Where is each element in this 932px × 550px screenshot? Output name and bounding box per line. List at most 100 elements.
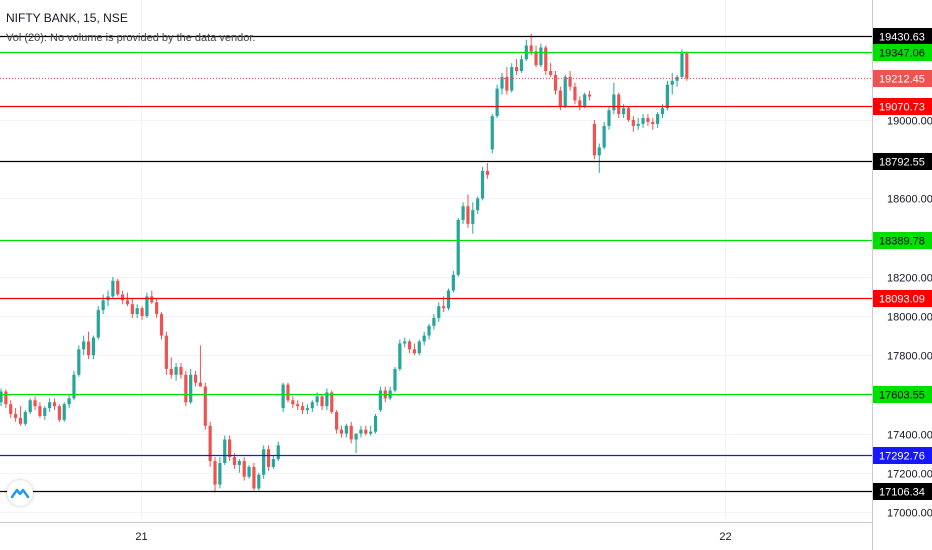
candle-body — [607, 110, 611, 126]
candle-body — [38, 406, 42, 416]
candle — [446, 288, 451, 311]
candle — [86, 331, 91, 360]
price-tick-label: 18000.00 — [887, 312, 932, 324]
candle-body — [262, 449, 266, 475]
candle — [38, 402, 42, 418]
candle-body — [67, 398, 71, 405]
candle — [456, 218, 460, 277]
candle — [393, 366, 397, 393]
price-level-badge — [873, 28, 932, 45]
candle-body — [164, 335, 168, 369]
candle-body — [125, 300, 130, 305]
price-level-label: 19430.63 — [879, 32, 925, 44]
candle-body — [305, 408, 310, 411]
candle-body — [500, 76, 504, 89]
candle-body — [0, 391, 3, 403]
candle — [665, 80, 669, 111]
candle — [213, 457, 217, 493]
price-level-labels: 19430.63 19347.06 19212.45 19070.73 18792.55… — [873, 28, 932, 500]
candle-body — [155, 302, 159, 315]
candle — [101, 294, 105, 315]
candle-body — [266, 449, 271, 467]
candle — [276, 441, 280, 462]
candle — [407, 339, 412, 354]
candle — [271, 455, 275, 469]
candle-body — [568, 76, 572, 87]
candle-body — [505, 76, 509, 91]
candle-body — [529, 45, 533, 52]
candle-body — [349, 425, 353, 440]
price-level-label: 18093.09 — [879, 294, 925, 306]
candle — [257, 472, 261, 491]
candle-body — [432, 317, 436, 326]
candle-body — [534, 51, 538, 66]
candle-body — [96, 310, 100, 338]
candle — [77, 345, 81, 377]
candle-body — [675, 76, 679, 81]
candle — [485, 163, 489, 179]
candle-body — [320, 396, 324, 407]
candle-body — [656, 114, 660, 124]
candle — [111, 276, 115, 299]
candle — [193, 370, 198, 387]
price-level-badge — [873, 290, 932, 307]
candle — [169, 357, 173, 379]
candle — [398, 339, 402, 371]
candle-body — [150, 296, 154, 303]
candle-body — [189, 374, 193, 403]
candle-body — [369, 431, 373, 434]
candle — [164, 331, 168, 375]
candle — [203, 382, 207, 430]
candle-body — [145, 296, 149, 316]
price-level-badge — [873, 70, 932, 87]
candle-body — [407, 341, 412, 350]
candle-body — [232, 457, 237, 465]
candle — [607, 106, 611, 130]
candle — [43, 406, 47, 420]
candle-body — [680, 53, 684, 77]
candle-body — [631, 120, 635, 126]
candle-body — [213, 461, 217, 485]
candle — [281, 382, 285, 413]
price-level-label: 17292.76 — [879, 451, 925, 463]
candle-body — [514, 67, 519, 71]
tradingview-logo[interactable] — [7, 480, 33, 506]
candle-body — [179, 366, 183, 375]
candle — [310, 400, 314, 413]
candle-body — [446, 290, 451, 309]
candle — [335, 410, 339, 434]
candle-body — [621, 108, 626, 115]
candle — [597, 143, 601, 173]
candle — [602, 121, 606, 150]
time-axis[interactable]: 212226272829Jun — [135, 531, 932, 543]
candle — [641, 114, 645, 128]
candle-body — [101, 300, 105, 311]
candle — [52, 398, 57, 411]
price-tick-label: 19000.00 — [887, 116, 932, 128]
candle-body — [641, 118, 645, 124]
candle-body — [612, 94, 616, 111]
candles — [0, 33, 689, 493]
candle-body — [296, 404, 300, 407]
candle-body — [539, 47, 543, 66]
candle — [18, 406, 23, 426]
price-level-badge — [873, 98, 932, 115]
price-levels — [0, 35, 872, 493]
candle-body — [121, 294, 125, 301]
candle — [437, 302, 441, 322]
candle-body — [354, 433, 358, 440]
candle-body — [685, 53, 689, 79]
candle — [364, 425, 368, 436]
candle-body — [573, 86, 577, 101]
candle-body — [335, 412, 339, 430]
candle — [0, 388, 3, 407]
candle-body — [670, 80, 674, 85]
candle — [563, 74, 567, 109]
candle-body — [91, 337, 96, 356]
candle — [369, 425, 373, 436]
candle-body — [286, 384, 290, 401]
candle — [471, 202, 475, 234]
price-level-label: 19212.45 — [879, 74, 925, 86]
candle-body — [626, 108, 631, 120]
